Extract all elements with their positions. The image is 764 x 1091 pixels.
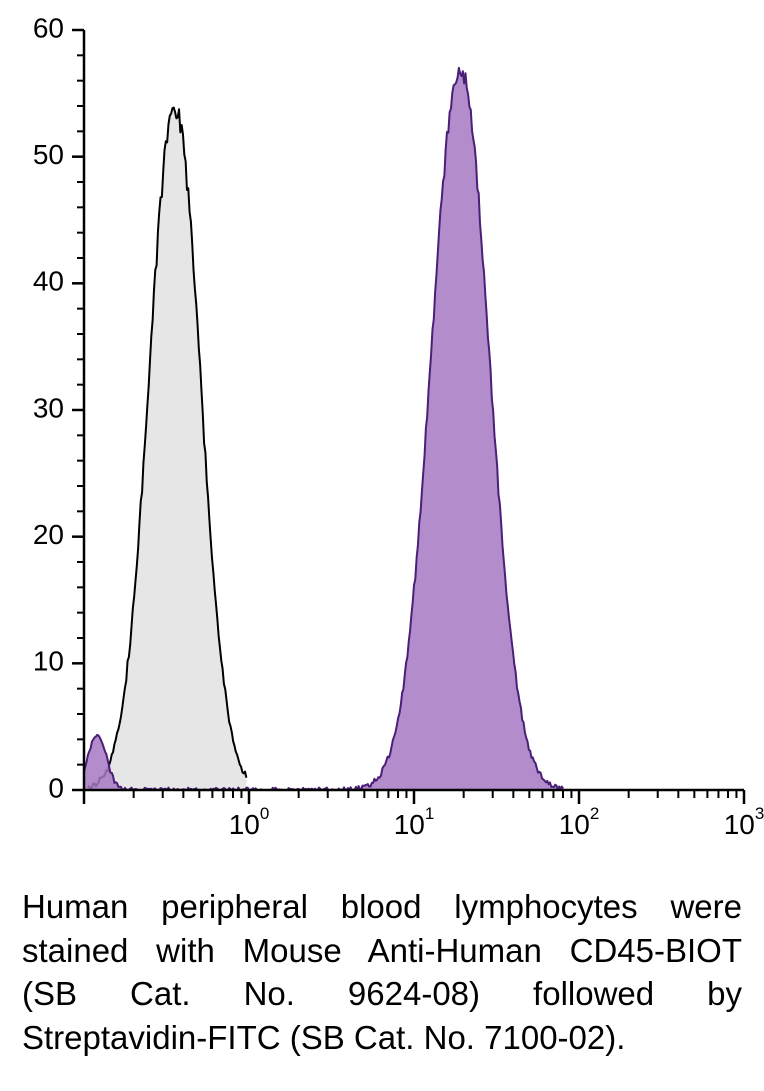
y-tick-label: 60 [33,12,64,43]
y-tick-label: 20 [33,519,64,550]
caption-line: Human peripheral blood lymphocytes were [22,885,742,929]
caption-line: (SB Cat. No. 9624-08) followed by [22,972,742,1016]
y-tick-label: 10 [33,646,64,677]
chart-container: 0102030405060100101102103 [0,0,764,870]
flow-cytometry-histogram: 0102030405060100101102103 [0,0,764,870]
page-root: 0102030405060100101102103 Human peripher… [0,0,764,1091]
y-tick-label: 0 [48,772,64,803]
caption-line: stained with Mouse Anti-Human CD45-BIOT [22,929,742,973]
figure-caption: Human peripheral blood lymphocytes weres… [22,885,742,1059]
y-tick-label: 50 [33,139,64,170]
caption-line: Streptavidin-FITC (SB Cat. No. 7100-02). [22,1016,742,1060]
y-tick-label: 40 [33,266,64,297]
y-tick-label: 30 [33,392,64,423]
